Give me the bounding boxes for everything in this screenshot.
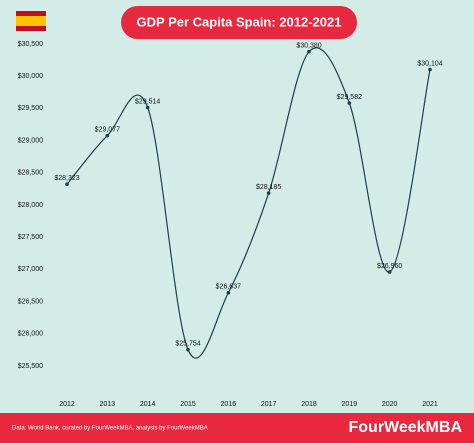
x-tick-label: 2018 [301,401,317,408]
data-label: $29,077 [95,126,120,133]
x-tick-label: 2012 [59,401,75,408]
data-label: $30,380 [296,43,321,50]
x-tick-label: 2021 [422,401,438,408]
y-tick-label: $30,000 [18,73,43,80]
y-tick-label: $27,000 [18,266,43,273]
chart-title: GDP Per Capita Spain: 2012-2021 [137,14,342,29]
point [105,133,110,138]
data-label: $29,582 [337,94,362,101]
y-tick-label: $29,000 [18,137,43,144]
data-label: $26,960 [377,263,402,270]
data-label: $30,104 [417,60,442,67]
data-label: $29,514 [135,98,160,105]
data-label: $28,323 [54,175,79,182]
x-tick-label: 2015 [180,401,196,408]
flag [16,11,46,31]
x-tick-label: 2017 [261,401,277,408]
point [428,67,432,72]
point [226,290,231,295]
y-tick-label: $26,000 [18,331,43,338]
y-tick-label: $28,500 [18,170,43,177]
footer [0,413,474,443]
y-tick-label: $29,500 [18,105,43,112]
line [66,47,431,359]
source-note: Data: World Bank, curated by FourWeekMBA… [12,426,208,432]
data-label: $28,185 [256,184,281,191]
point [145,105,150,110]
point [65,182,69,186]
x-tick-label: 2016 [221,401,237,408]
y-tick-label: $27,500 [18,234,43,241]
title-pill [121,6,357,39]
x-tick-label: 2019 [342,401,358,408]
y-tick-label: $26,500 [18,298,43,305]
point [266,191,271,195]
x-tick-label: 2020 [382,401,398,408]
x-tick-label: 2014 [140,401,156,408]
y-tick-label: $25,500 [18,363,43,370]
point [387,270,392,274]
x-tick-label: 2013 [100,401,116,408]
data-label: $26,637 [216,284,241,291]
point [307,49,311,54]
y-tick-label: $30,500 [18,41,43,48]
data-label: $25,754 [175,340,200,347]
brand: FourWeekMBA [349,419,463,436]
point [186,347,190,352]
y-tick-label: $28,000 [18,202,43,209]
point [347,101,352,105]
